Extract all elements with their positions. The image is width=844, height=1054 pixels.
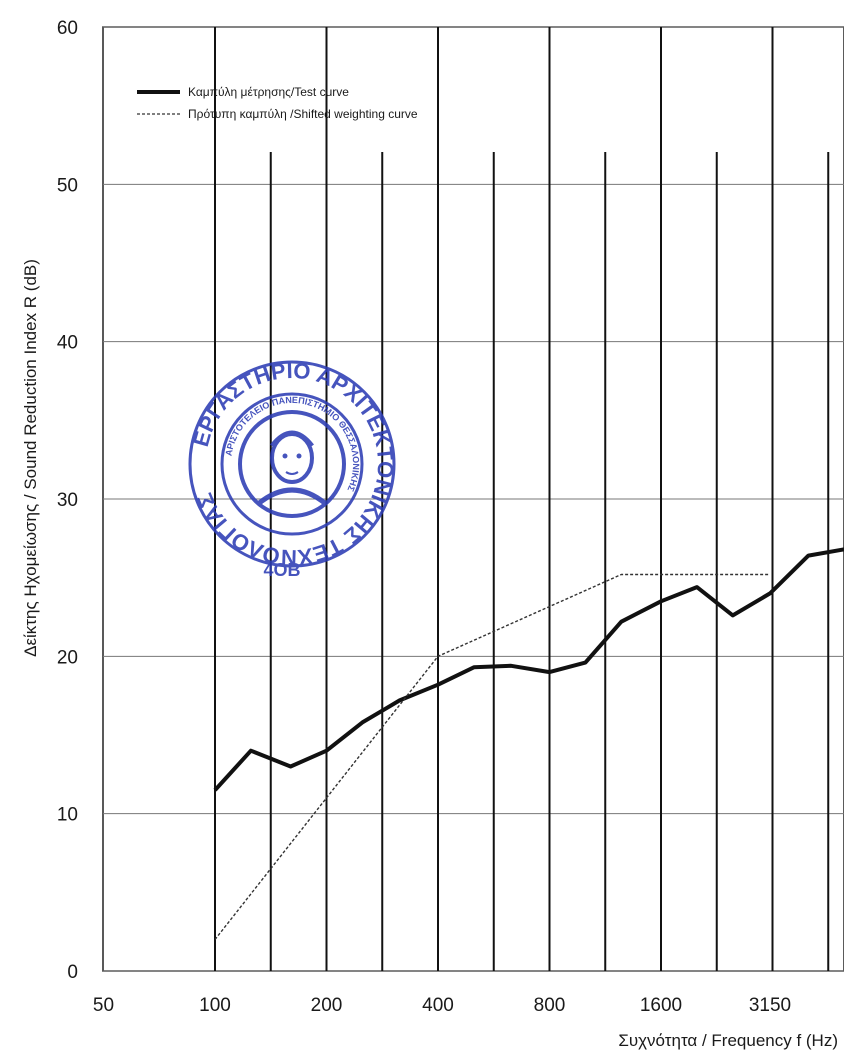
y-tick-label: 30 xyxy=(57,490,78,511)
x-axis-label: Συχνότητα / Frequency f (Hz) xyxy=(618,1031,838,1050)
x-tick-label: 3150 xyxy=(749,995,791,1016)
svg-text:4ΟΒ: 4ΟΒ xyxy=(263,560,300,580)
test-curve-line xyxy=(213,547,844,792)
y-tick-label: 20 xyxy=(57,647,78,668)
series-lines xyxy=(213,547,844,940)
grid xyxy=(102,26,844,972)
y-tick-label: 40 xyxy=(57,333,78,354)
y-tick-label: 0 xyxy=(67,962,78,983)
y-tick-labels: 0 10 20 30 40 50 60 xyxy=(57,18,78,983)
y-tick-label: 60 xyxy=(57,18,78,39)
legend-weighting-curve-label: Πρότυπη καμπύλη /Shifted weighting curve xyxy=(188,107,418,121)
x-tick-label: 800 xyxy=(534,995,566,1016)
svg-text:ΕΡΓΑΣΤΗΡΙΟ ΑΡΧΙΤΕΚΤΟΝΙΚΗΣ ΤΕΧΝ: ΕΡΓΑΣΤΗΡΙΟ ΑΡΧΙΤΕΚΤΟΝΙΚΗΣ ΤΕΧΝΟΛΟΓΙΑΣ xyxy=(188,358,398,571)
university-stamp: ΕΡΓΑΣΤΗΡΙΟ ΑΡΧΙΤΕΚΤΟΝΙΚΗΣ ΤΕΧΝΟΛΟΓΙΑΣ ΑΡ… xyxy=(188,358,398,580)
y-tick-label: 50 xyxy=(57,175,78,196)
legend: Καμπύλη μέτρησης/Test curve Πρότυπη καμπ… xyxy=(137,85,418,121)
y-tick-label: 10 xyxy=(57,805,78,826)
y-axis-label: Δείκτης Ηχομείωσης / Sound Reduction Ind… xyxy=(21,259,40,657)
x-tick-label: 50 xyxy=(93,995,114,1016)
x-tick-labels: 50 100 200 400 800 1600 3150 xyxy=(93,995,791,1016)
x-tick-label: 200 xyxy=(311,995,343,1016)
x-tick-label: 100 xyxy=(199,995,231,1016)
legend-test-curve-label: Καμπύλη μέτρησης/Test curve xyxy=(188,85,349,99)
weighting-curve-line xyxy=(214,573,770,940)
x-tick-label: 1600 xyxy=(640,995,682,1016)
x-tick-label: 400 xyxy=(422,995,454,1016)
